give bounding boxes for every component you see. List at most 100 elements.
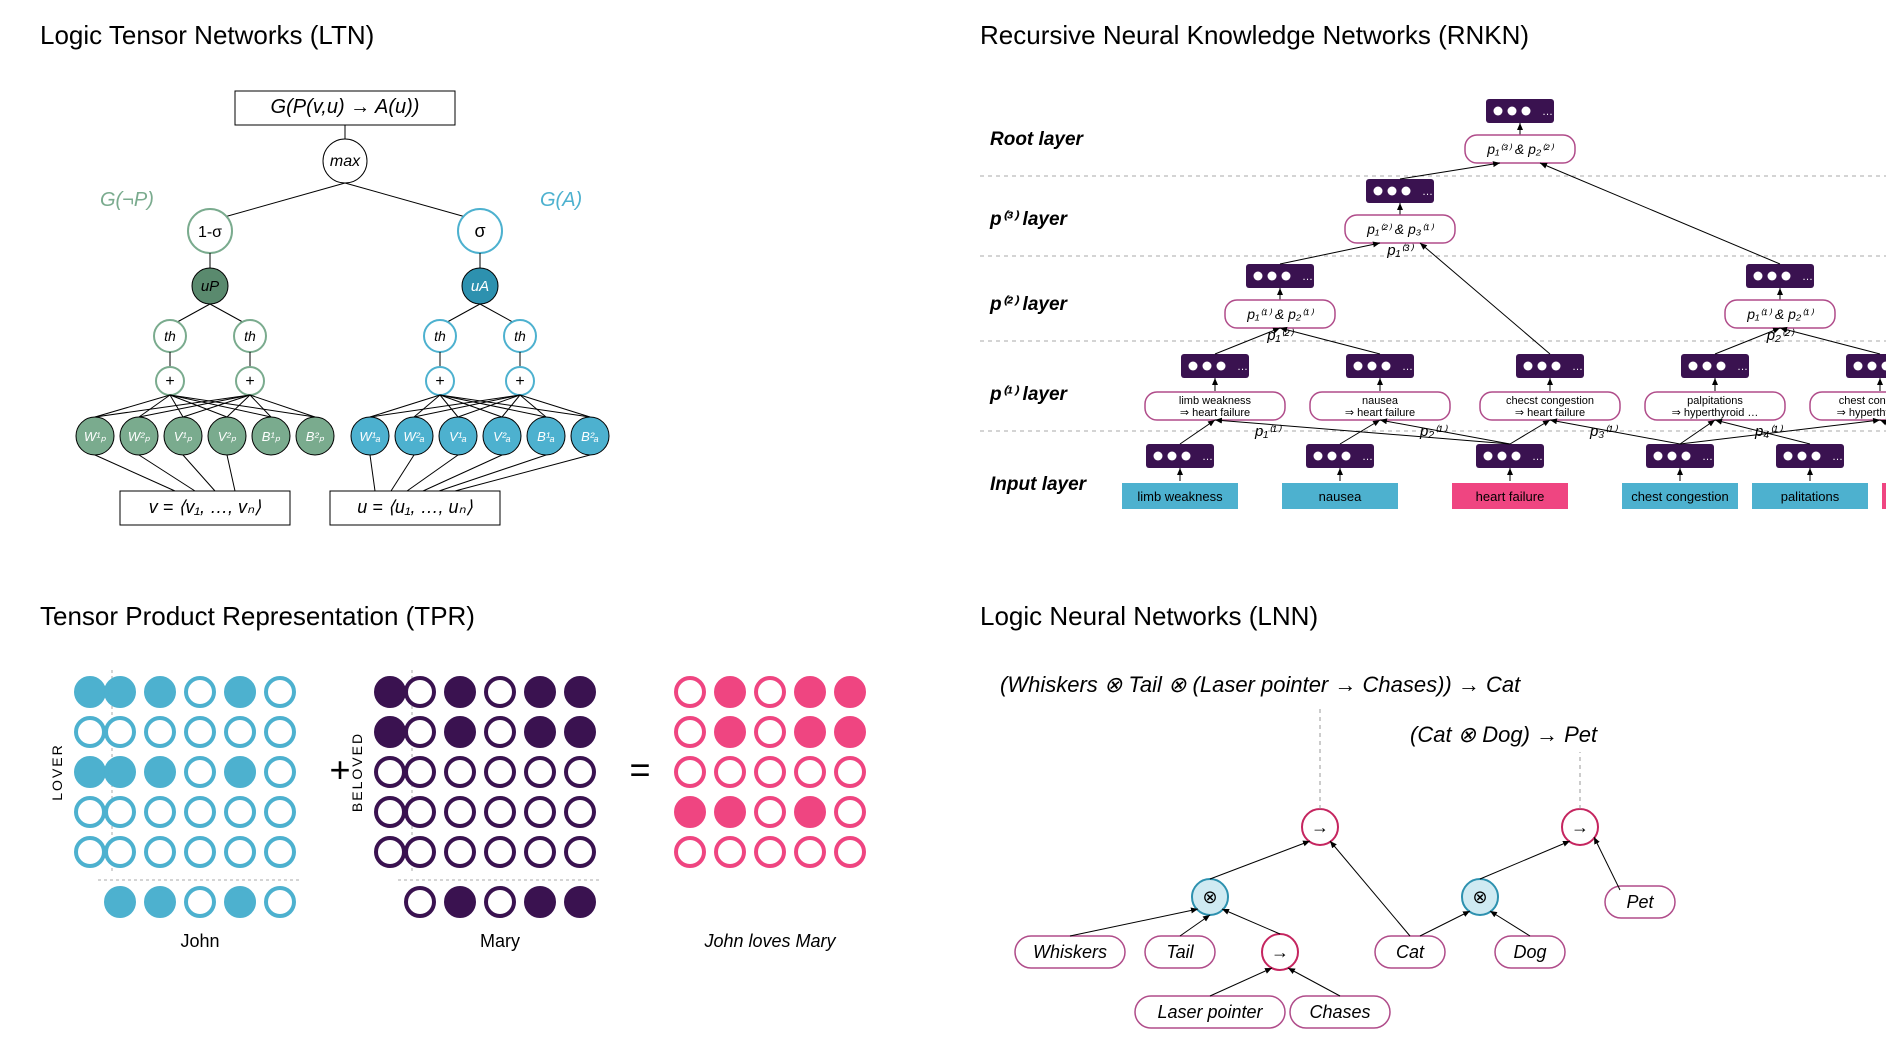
svg-text:Input layer: Input layer bbox=[990, 474, 1088, 495]
svg-text:p⁽²⁾ layer: p⁽²⁾ layer bbox=[989, 294, 1069, 315]
svg-text:=: = bbox=[629, 749, 650, 790]
svg-text:B²ₐ: B²ₐ bbox=[581, 429, 599, 444]
svg-text:+: + bbox=[165, 373, 174, 390]
svg-text:…: … bbox=[1237, 361, 1248, 373]
svg-text:Root layer: Root layer bbox=[990, 129, 1085, 150]
svg-text:p⁽³⁾ layer: p⁽³⁾ layer bbox=[989, 209, 1069, 230]
svg-text:…: … bbox=[1832, 451, 1843, 463]
lnn-formula2: (Cat ⊗ Dog) → Pet bbox=[1410, 722, 1598, 747]
rnkn-title: Recursive Neural Knowledge Networks (RNK… bbox=[980, 20, 1886, 51]
svg-text:+: + bbox=[245, 373, 254, 390]
svg-text:p₁⁽¹⁾ & p₂⁽¹⁾: p₁⁽¹⁾ & p₂⁽¹⁾ bbox=[1746, 306, 1814, 322]
svg-text:p₁⁽¹⁾ & p₂⁽¹⁾: p₁⁽¹⁾ & p₂⁽¹⁾ bbox=[1246, 306, 1314, 322]
rnkn-panel: Recursive Neural Knowledge Networks (RNK… bbox=[980, 20, 1886, 541]
lnn-title: Logic Neural Networks (LNN) bbox=[980, 601, 1886, 632]
svg-text:⊗: ⊗ bbox=[1202, 887, 1217, 907]
ltn-a-label: G(A) bbox=[540, 189, 582, 211]
svg-text:…: … bbox=[1572, 361, 1583, 373]
svg-text:limb weakness: limb weakness bbox=[1137, 489, 1223, 504]
svg-text:…: … bbox=[1737, 361, 1748, 373]
lnn-diagram: (Whiskers ⊗ Tail ⊗ (Laser pointer → Chas… bbox=[980, 652, 1760, 1032]
svg-text:p₁⁽³⁾: p₁⁽³⁾ bbox=[1386, 242, 1414, 259]
tpr-panel: Tensor Product Representation (TPR) LOVE… bbox=[40, 601, 900, 1032]
svg-text:→: → bbox=[1311, 817, 1329, 837]
svg-text:⇒ heart failure: ⇒ heart failure bbox=[1345, 407, 1415, 419]
svg-text:W¹ₚ: W¹ₚ bbox=[84, 429, 107, 444]
svg-text:→: → bbox=[1571, 817, 1589, 837]
svg-text:Tail: Tail bbox=[1166, 942, 1194, 962]
svg-text:…: … bbox=[1422, 186, 1433, 198]
svg-text:⇒ hyperthyroid …: ⇒ hyperthyroid … bbox=[1837, 407, 1886, 419]
svg-text:…: … bbox=[1302, 271, 1313, 283]
svg-text:V²ₚ: V²ₚ bbox=[218, 429, 237, 444]
svg-text:…: … bbox=[1202, 451, 1213, 463]
svg-text:V¹ₚ: V¹ₚ bbox=[174, 429, 193, 444]
svg-text:⇒ heart failure: ⇒ heart failure bbox=[1180, 407, 1250, 419]
svg-text:limb weakness: limb weakness bbox=[1179, 395, 1252, 407]
svg-text:John: John bbox=[180, 931, 219, 951]
svg-text:⇒ heart failure: ⇒ heart failure bbox=[1515, 407, 1585, 419]
ltn-root: G(P(v,u) → A(u)) bbox=[271, 96, 420, 118]
svg-text:p₁⁽²⁾: p₁⁽²⁾ bbox=[1266, 327, 1294, 344]
svg-text:palpitations: palpitations bbox=[1687, 395, 1743, 407]
svg-text:Cat: Cat bbox=[1396, 942, 1425, 962]
svg-text:p₂⁽²⁾: p₂⁽²⁾ bbox=[1766, 327, 1795, 344]
svg-text:B²ₚ: B²ₚ bbox=[306, 429, 325, 444]
ltn-ua: uA bbox=[471, 278, 489, 295]
ltn-notp-label: G(¬P) bbox=[100, 189, 154, 211]
svg-text:…: … bbox=[1532, 451, 1543, 463]
svg-text:John loves Mary: John loves Mary bbox=[703, 931, 836, 951]
svg-text:…: … bbox=[1542, 106, 1553, 118]
svg-text:W²ₐ: W²ₐ bbox=[403, 429, 425, 444]
svg-text:checst congestion: checst congestion bbox=[1506, 395, 1594, 407]
svg-text:B¹ₚ: B¹ₚ bbox=[262, 429, 281, 444]
ltn-panel: Logic Tensor Networks (LTN) G(P(v,u) → A… bbox=[40, 20, 900, 541]
svg-text:p⁽¹⁾ layer: p⁽¹⁾ layer bbox=[989, 384, 1069, 405]
svg-text:+: + bbox=[329, 749, 350, 790]
svg-text:p₁⁽³⁾ & p₂⁽²⁾: p₁⁽³⁾ & p₂⁽²⁾ bbox=[1486, 141, 1554, 157]
svg-text:Dog: Dog bbox=[1513, 942, 1546, 962]
svg-text:chest congestion: chest congestion bbox=[1839, 395, 1886, 407]
svg-text:palitations: palitations bbox=[1781, 489, 1840, 504]
svg-text:BELOVED: BELOVED bbox=[349, 732, 365, 812]
svg-text:…: … bbox=[1702, 451, 1713, 463]
lnn-panel: Logic Neural Networks (LNN) (Whiskers ⊗ … bbox=[980, 601, 1886, 1032]
svg-text:Chases: Chases bbox=[1309, 1002, 1370, 1022]
svg-text:th: th bbox=[164, 328, 176, 344]
svg-text:W²ₚ: W²ₚ bbox=[128, 429, 151, 444]
ltn-1msigma: 1-σ bbox=[198, 224, 222, 241]
svg-text:th: th bbox=[434, 328, 446, 344]
svg-text:→: → bbox=[1271, 942, 1289, 962]
svg-text:+: + bbox=[515, 373, 524, 390]
svg-text:…: … bbox=[1802, 271, 1813, 283]
tpr-title: Tensor Product Representation (TPR) bbox=[40, 601, 900, 632]
lnn-formula1: (Whiskers ⊗ Tail ⊗ (Laser pointer → Chas… bbox=[1000, 672, 1521, 697]
rnkn-diagram: Root layer p⁽³⁾ layer p⁽²⁾ layer p⁽¹⁾ layer… bbox=[980, 71, 1886, 541]
ltn-max: max bbox=[330, 153, 361, 170]
svg-text:chest congestion: chest congestion bbox=[1631, 489, 1729, 504]
svg-text:th: th bbox=[244, 328, 256, 344]
svg-text:…: … bbox=[1362, 451, 1373, 463]
svg-text:Mary: Mary bbox=[480, 931, 520, 951]
ltn-title: Logic Tensor Networks (LTN) bbox=[40, 20, 900, 51]
ltn-v: v = ⟨v₁, …, vₙ⟩ bbox=[149, 497, 261, 517]
svg-text:p₄⁽¹⁾: p₄⁽¹⁾ bbox=[1754, 423, 1783, 440]
svg-text:heart failure: heart failure bbox=[1476, 489, 1545, 504]
svg-text:⊗: ⊗ bbox=[1472, 887, 1487, 907]
svg-text:th: th bbox=[514, 328, 526, 344]
svg-text:V²ₐ: V²ₐ bbox=[493, 429, 511, 444]
svg-text:Pet: Pet bbox=[1626, 892, 1654, 912]
svg-text:p₁⁽²⁾ & p₃⁽¹⁾: p₁⁽²⁾ & p₃⁽¹⁾ bbox=[1366, 221, 1434, 237]
svg-text:…: … bbox=[1402, 361, 1413, 373]
svg-text:+: + bbox=[435, 373, 444, 390]
svg-text:nausea: nausea bbox=[1362, 395, 1399, 407]
svg-text:W¹ₐ: W¹ₐ bbox=[359, 429, 381, 444]
svg-text:⇒ hyperthyroid …: ⇒ hyperthyroid … bbox=[1672, 407, 1759, 419]
ltn-sigma: σ bbox=[474, 221, 485, 241]
svg-text:Laser pointer: Laser pointer bbox=[1157, 1002, 1263, 1022]
ltn-u: u = ⟨u₁, …, uₙ⟩ bbox=[357, 497, 472, 517]
svg-text:LOVER: LOVER bbox=[49, 743, 65, 800]
svg-text:nausea: nausea bbox=[1319, 489, 1362, 504]
ltn-up: uP bbox=[201, 278, 219, 295]
svg-text:B¹ₐ: B¹ₐ bbox=[537, 429, 555, 444]
